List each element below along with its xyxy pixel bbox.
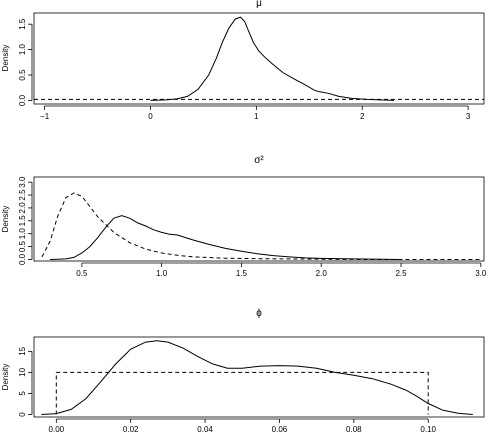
x-tick-label: 0.10	[420, 425, 436, 434]
posterior-density-line	[49, 215, 402, 260]
plot-frame	[33, 176, 485, 262]
x-tick-label: 3.0	[475, 269, 487, 278]
x-tick-label: 0	[148, 112, 153, 121]
y-tick-label: 0.0	[18, 94, 27, 106]
x-tick-label: −1	[40, 112, 50, 121]
x-tick-label: 3	[466, 112, 471, 121]
posterior-density-line	[150, 16, 395, 101]
x-tick-label: 0.00	[49, 425, 65, 434]
x-tick-label: 1.0	[156, 269, 168, 278]
x-tick-label: 0.08	[346, 425, 362, 434]
chart-panel-1: μ Density −1 0 1 2 3 0.0 0.5 1.0 1.5	[1, 0, 485, 121]
y-tick-label: 2.0	[18, 202, 27, 214]
prior-density-line	[41, 192, 481, 260]
y-tick-label: 0.0	[18, 253, 27, 265]
prior-density-line	[55, 371, 429, 415]
posterior-density-line	[41, 340, 473, 415]
x-tick-label: 1	[254, 112, 259, 121]
y-tick-label: 0.5	[18, 69, 27, 81]
x-tick-label: 2.5	[395, 269, 407, 278]
y-tick-label: 3.0	[18, 176, 27, 188]
x-tick-label: 0.06	[272, 425, 288, 434]
plot-frame	[33, 12, 485, 105]
y-axis-label: Density	[1, 45, 10, 72]
y-tick-label: 5	[18, 391, 27, 396]
x-tick-label: 2.0	[316, 269, 328, 278]
y-tick-label: 10	[18, 367, 27, 376]
y-tick-label: 0.5	[18, 240, 27, 252]
y-tick-label: 1.5	[18, 18, 27, 30]
y-axis-label: Density	[1, 364, 10, 391]
y-axis-label: Density	[1, 206, 10, 233]
y-tick-label: 1.5	[18, 215, 27, 227]
x-tick-label: 0.5	[76, 269, 88, 278]
y-tick-label: 1.0	[18, 43, 27, 55]
y-tick-label: 15	[18, 346, 27, 355]
panel-title: μ	[256, 0, 262, 9]
y-tick-label: 2.5	[18, 189, 27, 201]
x-tick-label: 0.04	[197, 425, 213, 434]
plot-frame	[33, 336, 485, 418]
panel-title: ϕ	[256, 308, 262, 319]
chart-panel-3: ϕ Density 0.00 0.02 0.04 0.06 0.08 0.10 0 5 10 15	[1, 308, 485, 434]
x-tick-label: 2	[360, 112, 365, 121]
x-tick-label: 1.5	[236, 269, 248, 278]
y-tick-label: 0	[18, 412, 27, 417]
x-tick-label: 0.02	[123, 425, 139, 434]
y-tick-label: 1.0	[18, 228, 27, 240]
panel-title: σ²	[254, 155, 264, 166]
